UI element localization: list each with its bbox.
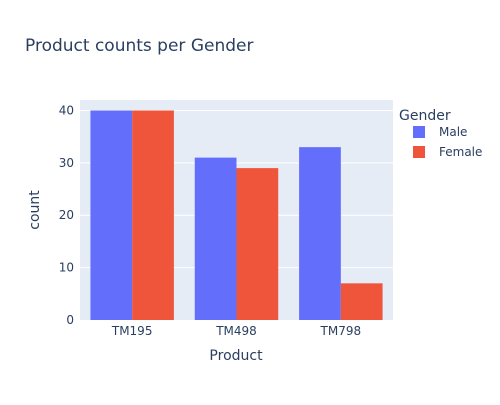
y-tick-label: 40 [59, 103, 74, 117]
legend-title: Gender [399, 108, 451, 124]
y-axis-ticks: 0 10 20 30 40 [59, 103, 74, 327]
bar-female-tm498 [236, 168, 279, 320]
x-tick-label: TM798 [320, 324, 362, 338]
bar-male-tm498 [194, 157, 237, 320]
bar-male-tm798 [299, 147, 341, 320]
x-axis-title: Product [209, 348, 263, 364]
chart-title: Product counts per Gender [25, 36, 253, 56]
bar-male-tm195 [90, 110, 133, 320]
y-tick-label: 30 [59, 156, 74, 170]
x-tick-label: TM195 [111, 324, 153, 338]
legend-swatch-female [413, 146, 425, 158]
y-axis-title: count [27, 190, 43, 230]
bar-female-tm798 [340, 283, 383, 320]
legend: Gender Male Female [399, 108, 482, 159]
y-tick-label: 20 [59, 208, 74, 222]
legend-label-male: Male [439, 125, 467, 139]
y-tick-label: 0 [66, 313, 74, 327]
legend-items: Male Female [413, 125, 482, 159]
bars [90, 110, 383, 320]
x-tick-label: TM498 [215, 324, 257, 338]
legend-label-female: Female [439, 145, 482, 159]
x-axis-ticks: TM195 TM498 TM798 [111, 324, 361, 338]
bar-female-tm195 [132, 110, 174, 320]
legend-swatch-male [413, 126, 425, 138]
y-tick-label: 10 [59, 261, 74, 275]
